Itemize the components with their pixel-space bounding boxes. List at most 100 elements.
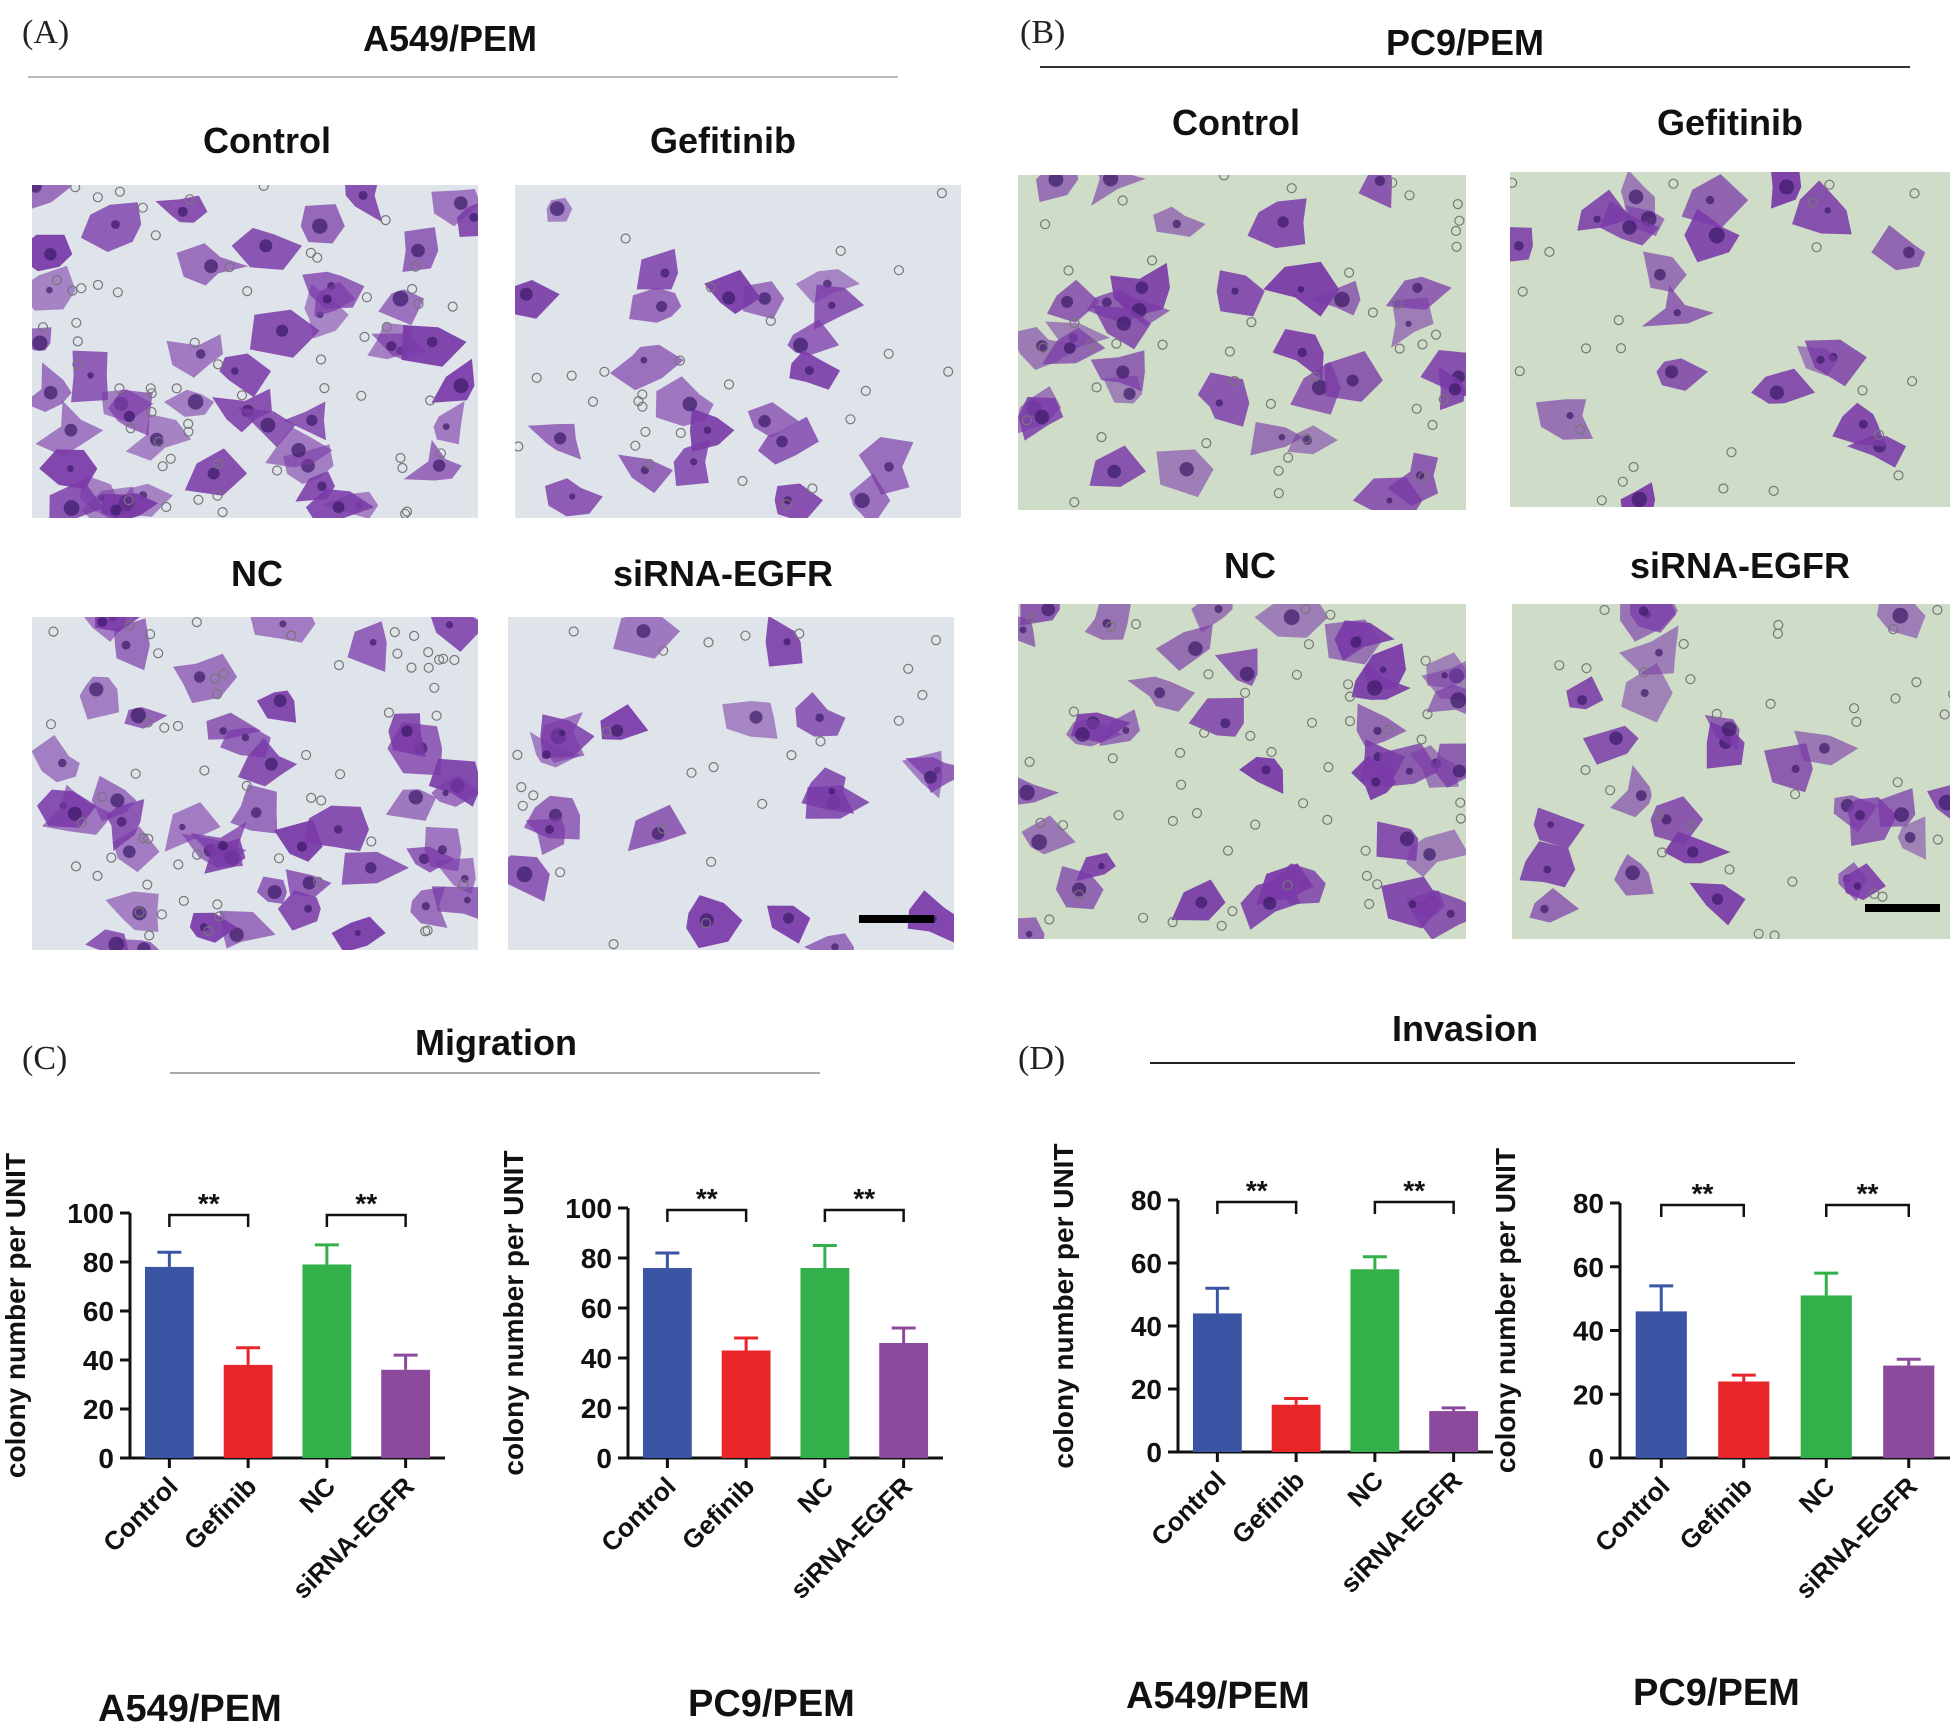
y-tick-label: 100 <box>565 1193 612 1224</box>
chart-migration-a549: 0 20 40 60 80 100 colony number per UNIT Contro… <box>0 1110 1950 1715</box>
x-tick-label: Gefinib <box>1673 1471 1758 1556</box>
y-tick-label: 80 <box>581 1243 612 1274</box>
bar-gefinib <box>721 1350 771 1458</box>
x-tick-label: Control <box>1589 1471 1676 1558</box>
panel-a-label-nc: NC <box>231 553 283 594</box>
y-tick-label: 0 <box>1146 1437 1162 1468</box>
bottom-label-invasion-a549: A549/PEM <box>1126 1675 1310 1717</box>
panel-b-label-control: Control <box>1172 102 1300 143</box>
significance-bracket <box>1825 1203 1910 1217</box>
y-tick-label: 40 <box>83 1345 114 1376</box>
y-tick-label: 60 <box>581 1293 612 1324</box>
significance-bracket <box>666 1208 748 1222</box>
panel-d-title: Invasion <box>1391 1008 1539 1049</box>
bar-control <box>1192 1313 1242 1452</box>
x-tick-label: NC <box>1793 1471 1841 1519</box>
micrograph-a-nc <box>32 617 478 950</box>
panel-a-label-sirna: siRNA-EGFR <box>612 553 833 594</box>
panel-b-title: PC9/PEM <box>1385 22 1545 63</box>
bar-control <box>642 1268 692 1458</box>
panel-c-rule <box>170 1072 820 1074</box>
panel-b-letter: (B) <box>1020 14 1066 51</box>
panel-b-label-sirna: siRNA-EGFR <box>1629 545 1850 586</box>
significance-label: ** <box>1403 1175 1425 1206</box>
y-tick-label: 20 <box>581 1393 612 1424</box>
panel-a-label-gefitinib: Gefitinib <box>650 120 796 161</box>
bar-nc <box>800 1268 850 1458</box>
y-tick-label: 100 <box>67 1198 114 1229</box>
micrograph-a-sirna <box>508 617 954 950</box>
y-tick-label: 0 <box>1588 1443 1604 1474</box>
significance-label: ** <box>696 1183 718 1214</box>
significance-label: ** <box>853 1183 875 1214</box>
y-tick-label: 40 <box>581 1343 612 1374</box>
significance-bracket <box>1216 1200 1298 1214</box>
chart-svg: 0 20 40 60 80 colony number per UNIT ControlGe… <box>1490 1148 1950 1605</box>
panel-a-title: A549/PEM <box>362 18 538 59</box>
chart-migration-pc9: 0 20 40 60 80 100 colony number per UNIT Contro… <box>0 1110 1950 1715</box>
y-tick-label: 20 <box>83 1394 114 1425</box>
panel-d-rule <box>1150 1062 1795 1064</box>
bar-sirna-egfr <box>1883 1365 1935 1458</box>
panel-a-letter: (A) <box>22 14 70 51</box>
y-tick-label: 60 <box>83 1296 114 1327</box>
bar-gefinib <box>1271 1404 1321 1452</box>
y-tick-label: 0 <box>98 1443 114 1474</box>
significance-bracket <box>325 1213 407 1227</box>
significance-label: ** <box>1857 1178 1879 1209</box>
bar-sirna-egfr <box>1429 1411 1479 1452</box>
y-axis-label: colony number per UNIT <box>498 1150 529 1475</box>
y-tick-label: 20 <box>1573 1379 1604 1410</box>
panel-b-label-gefitinib: Gefitinib <box>1657 102 1803 143</box>
significance-bracket <box>823 1208 905 1222</box>
panel-c-title: Migration <box>415 1022 577 1063</box>
y-axis-label: colony number per UNIT <box>1490 1148 1521 1473</box>
panel-d-letter: (D) <box>1018 1040 1066 1077</box>
bottom-label-invasion-pc9: PC9/PEM <box>1633 1672 1800 1714</box>
micrograph-a-control <box>32 185 478 518</box>
micrograph-b-gefitinib <box>1510 172 1950 507</box>
chart-invasion-pc9: 0 20 40 60 80 colony number per UNIT Control Ge… <box>0 1110 1950 1715</box>
y-tick-label: 80 <box>83 1247 114 1278</box>
y-tick-label: 20 <box>1131 1374 1162 1405</box>
bar-nc <box>1350 1269 1400 1452</box>
significance-bracket <box>1660 1203 1745 1217</box>
panel-a-rule <box>28 76 898 78</box>
y-axis-label: colony number per UNIT <box>1048 1143 1079 1468</box>
bar-sirna-egfr <box>381 1369 431 1458</box>
y-tick-label: 40 <box>1131 1311 1162 1342</box>
significance-label: ** <box>198 1188 220 1219</box>
y-tick-label: 60 <box>1573 1252 1604 1283</box>
y-tick-label: 40 <box>1573 1316 1604 1347</box>
bottom-label-migration-a549: A549/PEM <box>98 1688 282 1730</box>
micrograph-b-nc <box>1018 604 1466 939</box>
panel-c-letter: (C) <box>22 1040 68 1077</box>
panel-a-label-control: Control <box>203 120 331 161</box>
y-tick-label: 60 <box>1131 1248 1162 1279</box>
significance-label: ** <box>1692 1178 1714 1209</box>
bar-control <box>144 1266 194 1458</box>
y-axis-label: colony number per UNIT <box>0 1153 31 1478</box>
micrograph-b-sirna <box>1512 604 1950 939</box>
y-tick-label: 80 <box>1573 1188 1604 1219</box>
bar-control <box>1635 1311 1687 1458</box>
bar-gefinib <box>223 1364 273 1458</box>
bar-nc <box>302 1264 352 1458</box>
significance-bracket <box>1373 1200 1455 1214</box>
significance-label: ** <box>1246 1175 1268 1206</box>
bar-gefinib <box>1718 1381 1770 1458</box>
y-tick-label: 0 <box>596 1443 612 1474</box>
significance-bracket <box>168 1213 250 1227</box>
panel-b-label-nc: NC <box>1224 545 1276 586</box>
y-tick-label: 80 <box>1131 1185 1162 1216</box>
micrograph-a-gefitinib <box>515 185 961 518</box>
significance-label: ** <box>355 1188 377 1219</box>
micrograph-b-control <box>1018 175 1466 510</box>
bottom-label-migration-pc9: PC9/PEM <box>688 1683 855 1725</box>
chart-invasion-a549: 0 20 40 60 80 colony number per UNIT Control Ge… <box>0 1110 1950 1715</box>
bar-sirna-egfr <box>879 1343 929 1458</box>
bar-nc <box>1800 1295 1852 1458</box>
